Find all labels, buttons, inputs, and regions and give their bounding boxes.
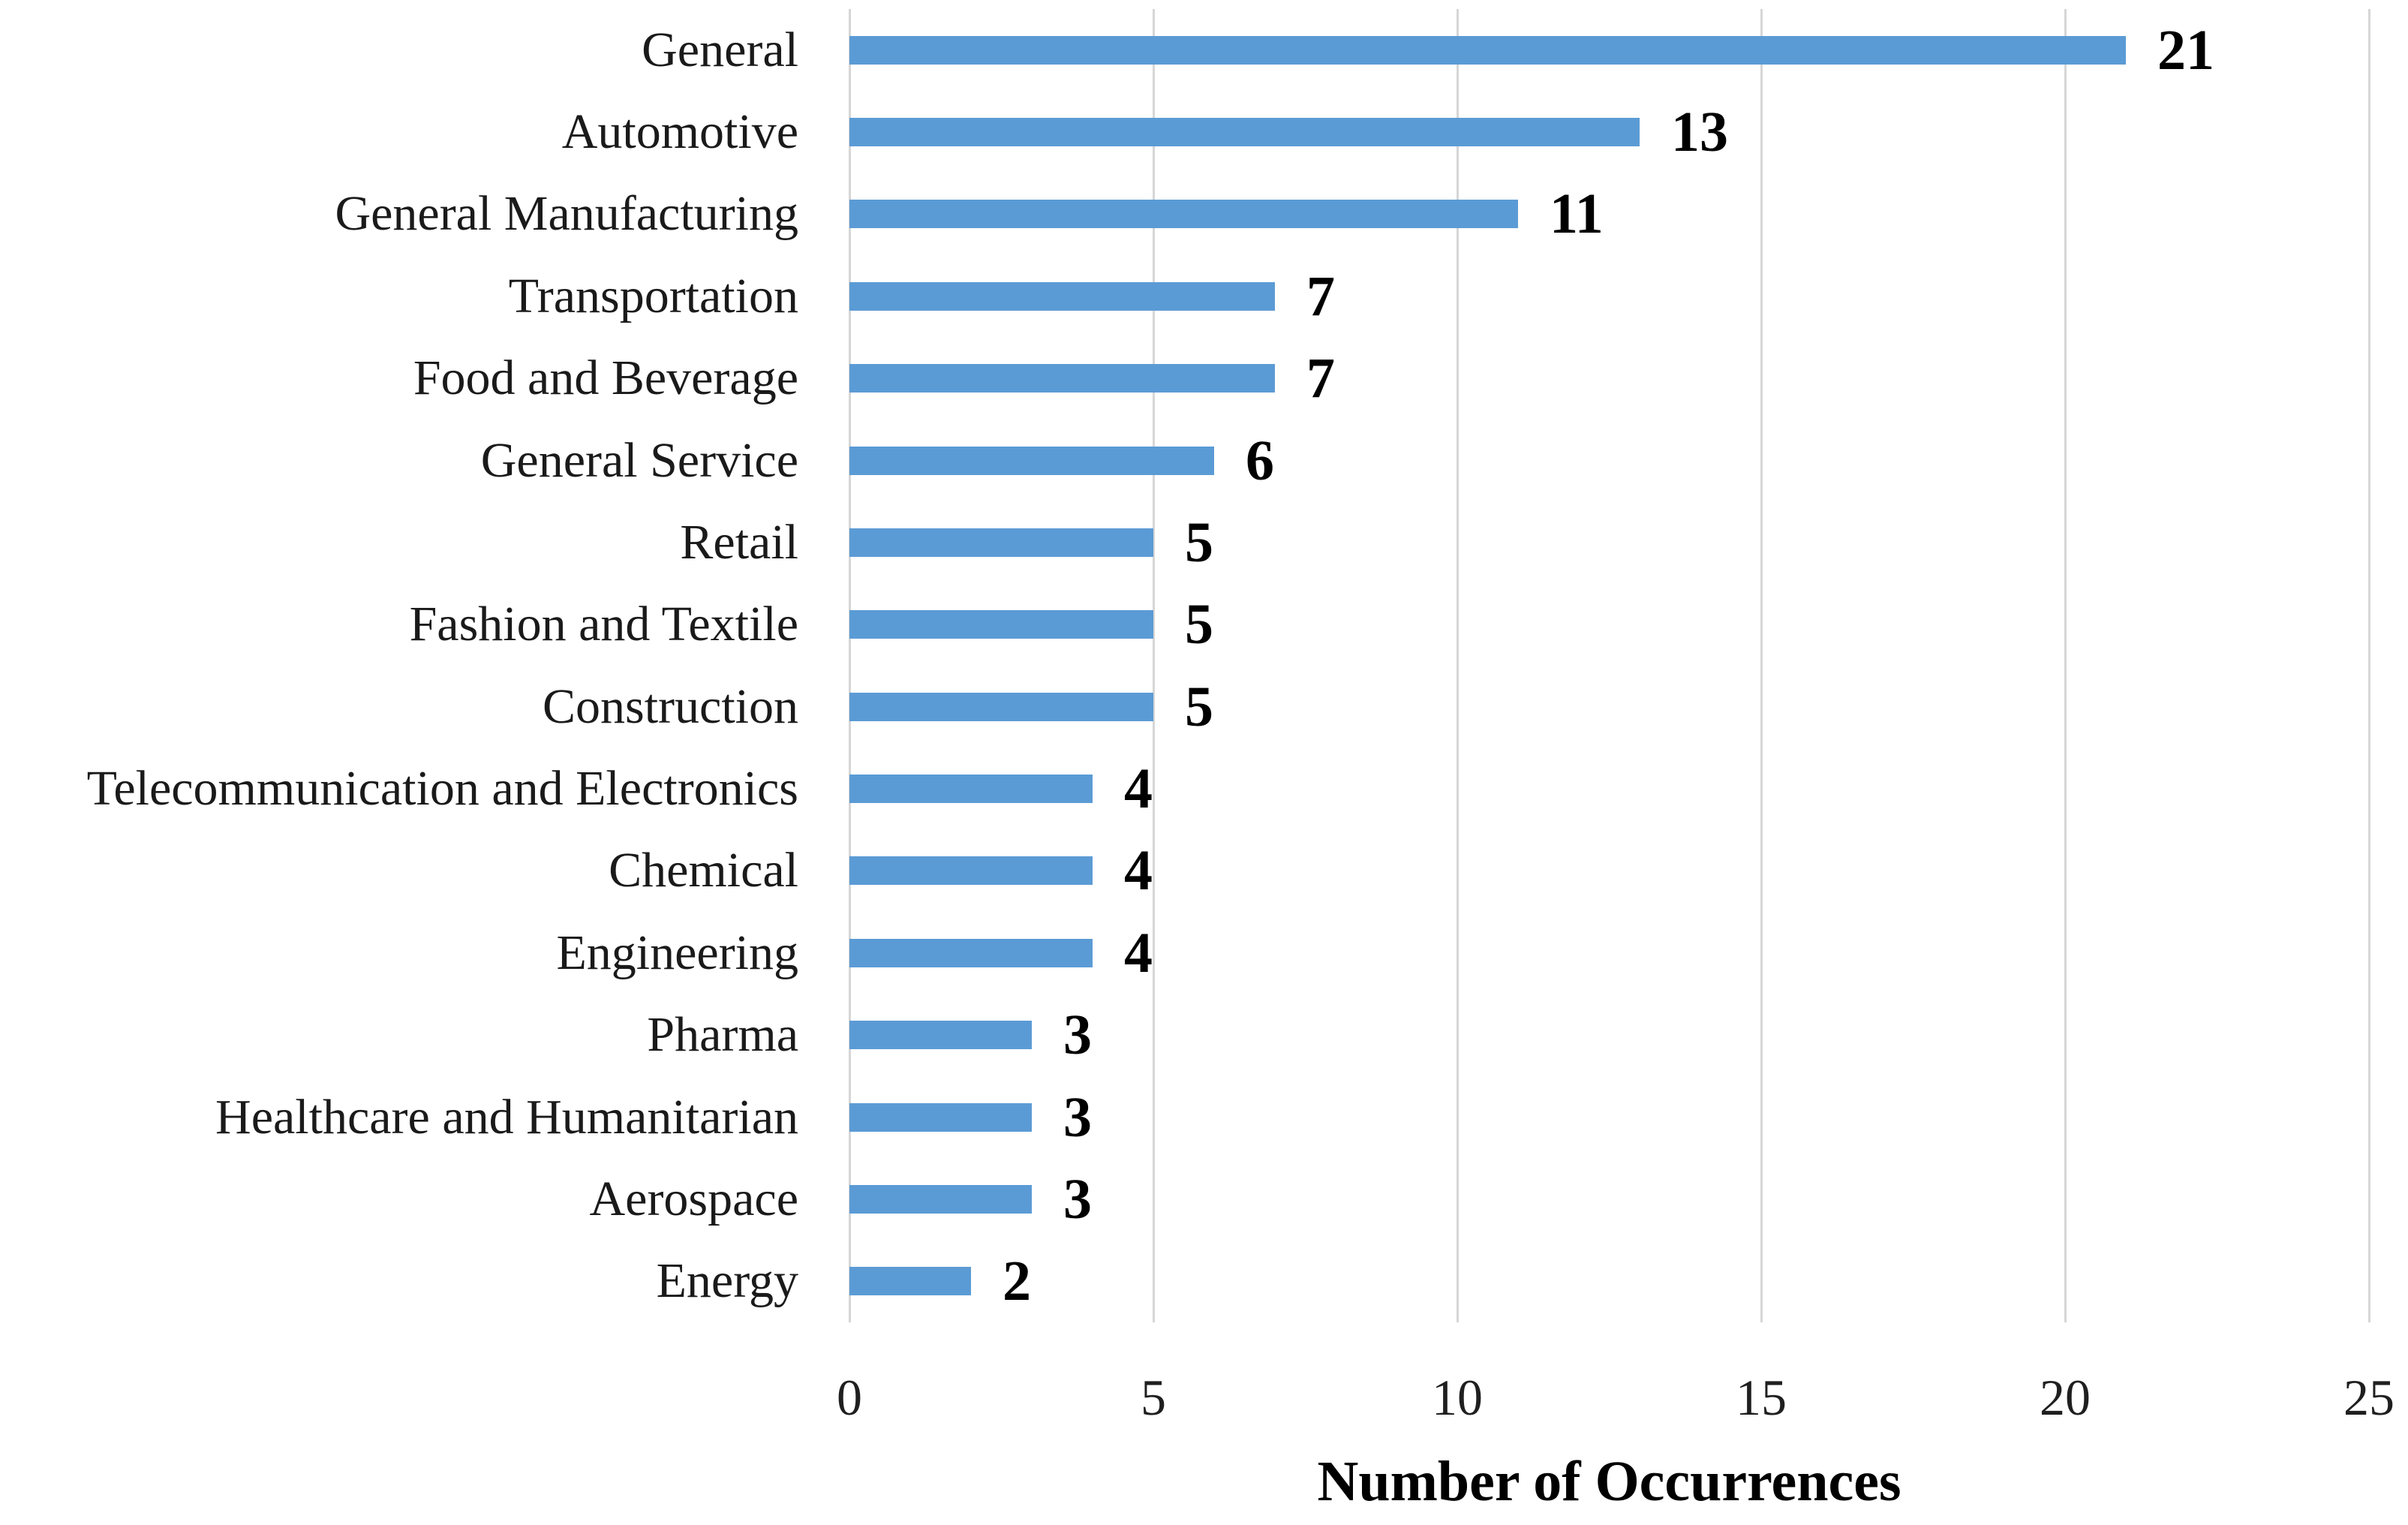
category-label: General	[642, 22, 798, 77]
category-label: Automotive	[561, 104, 798, 160]
value-label: 3	[1063, 1085, 1092, 1149]
category-row-aerospace: Aerospace	[0, 1158, 849, 1240]
category-label: Engineering	[556, 925, 798, 980]
category-label: Energy	[656, 1253, 798, 1309]
value-label: 2	[1003, 1250, 1031, 1313]
gridline-15	[1760, 9, 1763, 1322]
category-row-engineering: Engineering	[0, 912, 849, 994]
category-label: General Service	[480, 432, 798, 488]
bar-row-fashion-and-textile: 5	[849, 584, 2369, 666]
category-label: Telecommunication and Electronics	[86, 761, 798, 817]
value-label: 5	[1185, 593, 1213, 657]
category-row-transportation: Transportation	[0, 255, 849, 337]
value-label: 4	[1124, 757, 1153, 821]
bar-row-retail: 5	[849, 501, 2369, 583]
value-label: 6	[1246, 429, 1274, 492]
x-tick-label-20: 20	[2040, 1369, 2091, 1426]
category-label: Fashion and Textile	[409, 597, 798, 652]
category-label: Transportation	[508, 268, 798, 323]
category-label: Pharma	[647, 1007, 798, 1063]
category-row-construction: Construction	[0, 666, 849, 747]
bar-chemical	[849, 856, 1093, 886]
category-label: Retail	[680, 514, 798, 570]
bar-healthcare-and-humanitarian	[849, 1102, 1032, 1132]
bar-pharma	[849, 1021, 1032, 1050]
x-axis-title: Number of Occurrences	[1317, 1450, 1901, 1513]
x-tick-label-15: 15	[1736, 1369, 1787, 1426]
bar-row-automotive: 13	[849, 91, 2369, 173]
category-row-automotive: Automotive	[0, 91, 849, 173]
gridline-20	[2064, 9, 2067, 1322]
category-row-food-and-beverage: Food and Beverage	[0, 338, 849, 420]
bar-row-engineering: 4	[849, 912, 2369, 994]
category-row-pharma: Pharma	[0, 994, 849, 1076]
category-label: Food and Beverage	[413, 350, 798, 406]
bar-food-and-beverage	[849, 364, 1275, 393]
gridline-25	[2367, 9, 2370, 1322]
value-label: 5	[1185, 510, 1213, 574]
bar-general	[849, 35, 2126, 65]
category-row-general-service: General Service	[0, 420, 849, 501]
bar-row-general-service: 6	[849, 420, 2369, 501]
gridline-5	[1152, 9, 1155, 1322]
category-row-general: General	[0, 9, 849, 91]
bar-retail	[849, 528, 1153, 557]
bar-aerospace	[849, 1184, 1032, 1214]
category-label: Chemical	[609, 843, 798, 898]
category-row-energy: Energy	[0, 1241, 849, 1322]
category-row-retail: Retail	[0, 501, 849, 583]
value-label: 4	[1124, 921, 1153, 985]
category-row-fashion-and-textile: Fashion and Textile	[0, 584, 849, 666]
bar-row-healthcare-and-humanitarian: 3	[849, 1076, 2369, 1158]
value-label: 11	[1550, 182, 1604, 246]
value-label: 7	[1306, 264, 1335, 328]
category-label: Aerospace	[589, 1171, 798, 1226]
bar-energy	[849, 1267, 971, 1296]
bar-general-service	[849, 446, 1214, 475]
bar-row-energy: 2	[849, 1241, 2369, 1322]
bar-automotive	[849, 118, 1640, 147]
bar-row-pharma: 3	[849, 994, 2369, 1076]
bar-row-chemical: 4	[849, 830, 2369, 912]
category-row-chemical: Chemical	[0, 830, 849, 912]
bar-row-transportation: 7	[849, 255, 2369, 337]
bar-fashion-and-textile	[849, 610, 1153, 639]
category-row-telecommunication-and-electronics: Telecommunication and Electronics	[0, 747, 849, 829]
value-label: 13	[1671, 101, 1728, 164]
value-label: 3	[1063, 1167, 1092, 1231]
bar-row-construction: 5	[849, 666, 2369, 747]
bar-transportation	[849, 281, 1275, 311]
plot-area: 21 13 11 7 7 6 5 5 5 4 4 4 3 3 3 2	[848, 9, 2370, 1322]
x-tick-label-25: 25	[2343, 1369, 2394, 1426]
x-tick-label-5: 5	[1141, 1369, 1166, 1426]
x-tick-label-0: 0	[837, 1369, 862, 1426]
bar-row-food-and-beverage: 7	[849, 338, 2369, 420]
category-row-healthcare-and-humanitarian: Healthcare and Humanitarian	[0, 1076, 849, 1158]
x-tick-label-10: 10	[1432, 1369, 1483, 1426]
category-label: General Manufacturing	[335, 186, 798, 242]
bar-series: 21 13 11 7 7 6 5 5 5 4 4 4 3 3 3 2	[849, 9, 2369, 1322]
value-label: 4	[1124, 839, 1153, 903]
bar-telecommunication-and-electronics	[849, 775, 1093, 804]
gridline-0	[848, 9, 851, 1322]
value-label: 3	[1063, 1003, 1092, 1067]
gridline-10	[1456, 9, 1459, 1322]
value-label: 21	[2157, 18, 2214, 82]
bar-construction	[849, 692, 1153, 721]
bar-row-general: 21	[849, 9, 2369, 91]
value-label: 7	[1306, 347, 1335, 411]
category-label: Healthcare and Humanitarian	[215, 1089, 798, 1145]
category-label: Construction	[543, 678, 798, 734]
category-axis: General Automotive General Manufacturing Tr…	[0, 9, 849, 1322]
bar-row-telecommunication-and-electronics: 4	[849, 747, 2369, 829]
value-label: 5	[1185, 675, 1213, 738]
bar-row-aerospace: 3	[849, 1158, 2369, 1240]
bar-row-general-manufacturing: 11	[849, 173, 2369, 255]
category-row-general-manufacturing: General Manufacturing	[0, 173, 849, 255]
bar-general-manufacturing	[849, 200, 1518, 229]
bar-engineering	[849, 938, 1093, 967]
